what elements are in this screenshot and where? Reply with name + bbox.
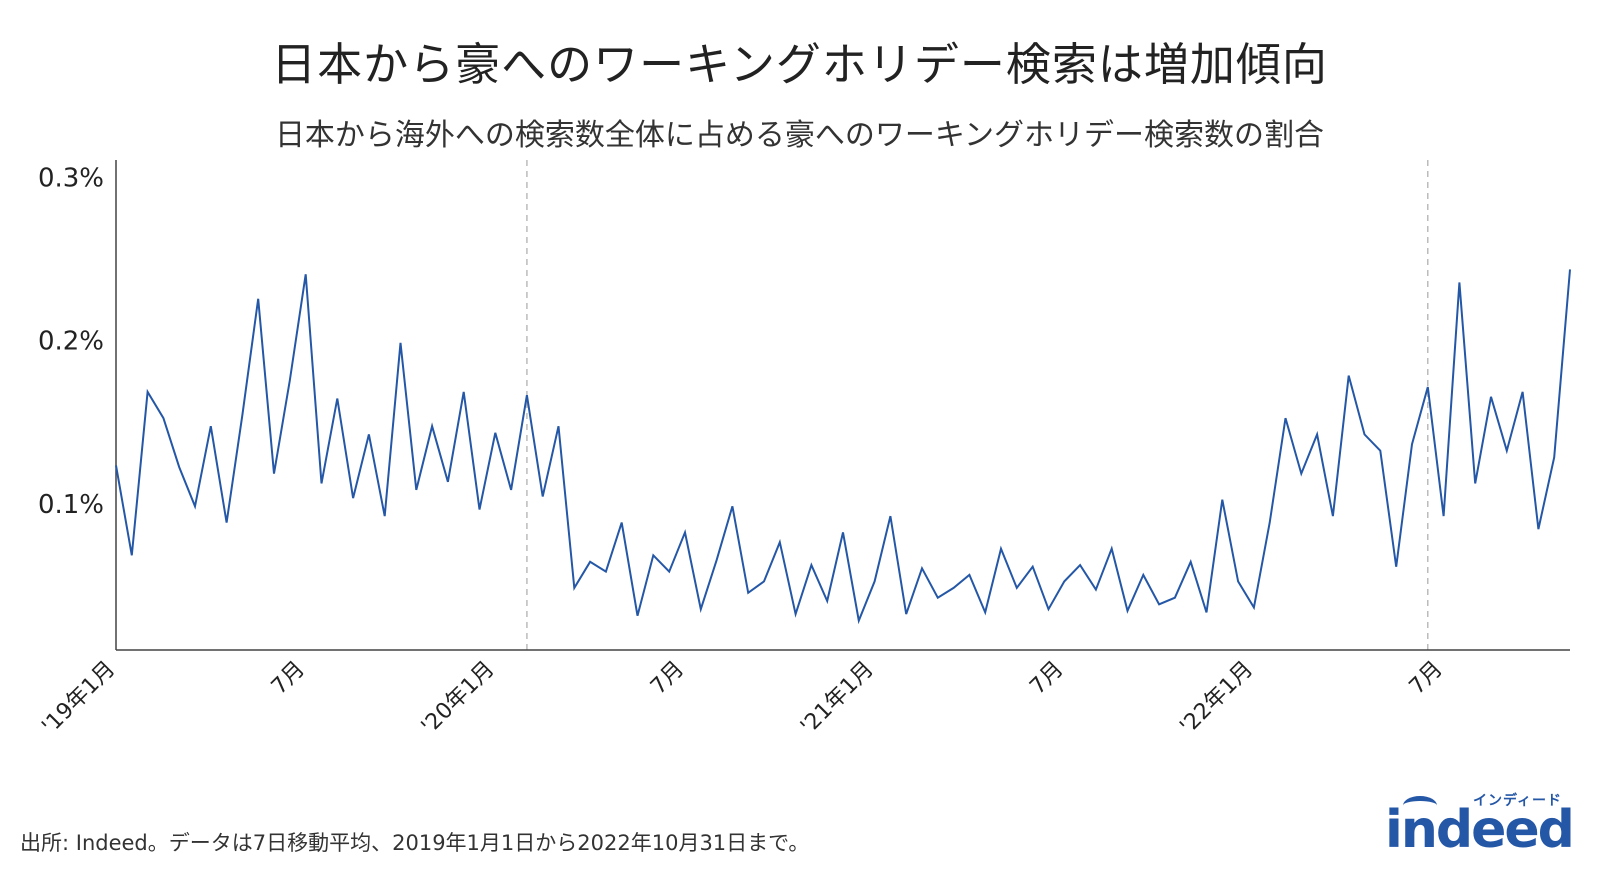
logo-jp-text: インディード: [1473, 793, 1563, 809]
logo-en-text: indeed: [1385, 800, 1575, 860]
x-tick-label: 7月: [1405, 657, 1448, 700]
y-axis-ticks: 0.1% 0.2% 0.3%: [38, 163, 104, 520]
chart-title: 日本から豪へのワーキングホリデー検索は増加傾向: [271, 38, 1328, 91]
logo-arc-icon: [1403, 796, 1437, 815]
chart-subtitle: 日本から海外への検索数全体に占める豪へのワーキングホリデー検索数の割合: [274, 118, 1325, 153]
x-tick-label: 7月: [267, 657, 310, 700]
x-tick-label: '21年1月: [796, 657, 879, 740]
series-line: [115, 269, 1571, 625]
y-tick-label: 0.2%: [38, 327, 104, 357]
x-tick-label: '22年1月: [1175, 657, 1258, 740]
x-tick-label: 7月: [1025, 657, 1068, 700]
x-tick-label: '20年1月: [417, 657, 500, 740]
indeed-logo: インディード indeed: [1385, 790, 1585, 860]
y-tick-label: 0.3%: [38, 163, 104, 193]
x-tick-label: 7月: [646, 657, 689, 700]
source-note: 出所: Indeed。データは7日移動平均、2019年1月1日から2022年10…: [20, 831, 810, 855]
reference-lines: [526, 160, 1429, 650]
x-tick-label: '19年1月: [37, 657, 120, 740]
y-tick-label: 0.1%: [38, 490, 104, 520]
x-axis-ticks: '19年1月 7月 '20年1月 7月 '21年1月 7月 '22年1月 7月: [37, 657, 1447, 740]
